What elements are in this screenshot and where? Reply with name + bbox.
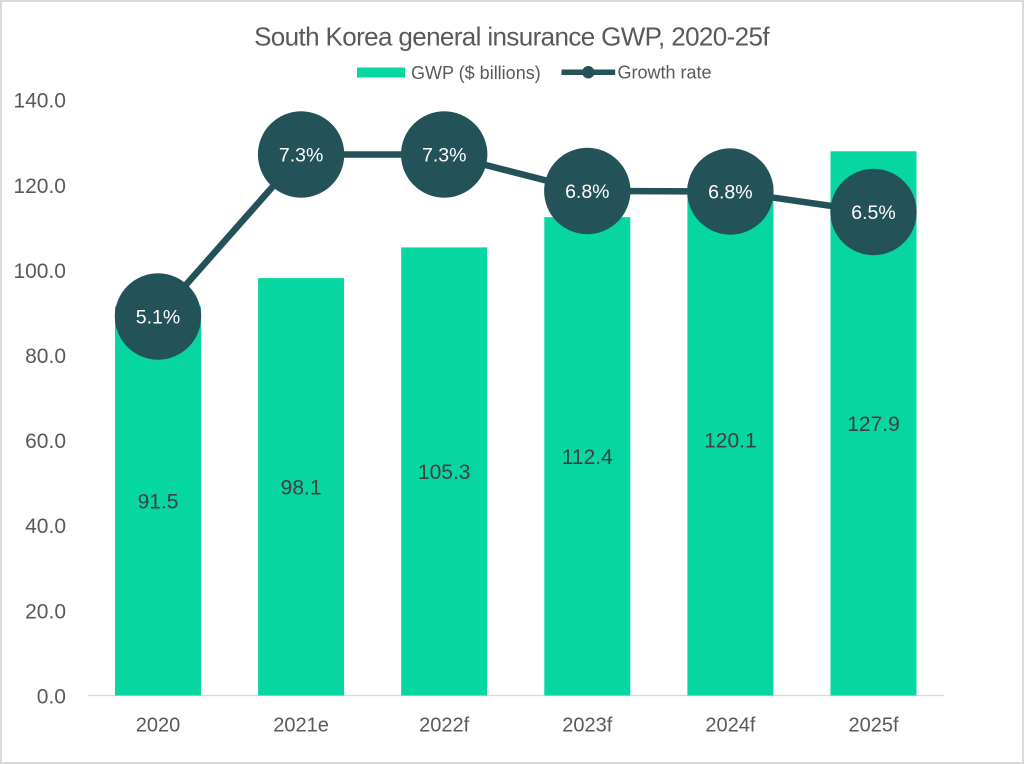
svg-text:2023f: 2023f bbox=[562, 715, 612, 737]
svg-text:80.0: 80.0 bbox=[25, 345, 66, 368]
svg-text:120.0: 120.0 bbox=[13, 175, 66, 198]
svg-text:40.0: 40.0 bbox=[25, 515, 66, 538]
svg-text:Growth rate: Growth rate bbox=[618, 62, 712, 82]
svg-text:2022f: 2022f bbox=[419, 715, 469, 737]
svg-text:6.8%: 6.8% bbox=[708, 182, 752, 204]
svg-text:6.8%: 6.8% bbox=[565, 181, 609, 203]
svg-text:5.1%: 5.1% bbox=[136, 307, 180, 329]
svg-text:South Korea general insurance: South Korea general insurance GWP, 2020-… bbox=[254, 22, 770, 52]
svg-text:2020: 2020 bbox=[136, 715, 181, 737]
svg-text:0.0: 0.0 bbox=[37, 685, 66, 708]
svg-text:120.1: 120.1 bbox=[704, 430, 757, 453]
svg-text:105.3: 105.3 bbox=[418, 461, 471, 484]
svg-text:140.0: 140.0 bbox=[13, 90, 66, 113]
svg-text:98.1: 98.1 bbox=[281, 476, 322, 499]
svg-text:127.9: 127.9 bbox=[847, 413, 900, 436]
svg-text:20.0: 20.0 bbox=[25, 600, 66, 623]
svg-text:91.5: 91.5 bbox=[138, 490, 179, 513]
svg-text:6.5%: 6.5% bbox=[851, 202, 895, 224]
svg-text:2021e: 2021e bbox=[273, 715, 329, 737]
svg-text:GWP ($ billions): GWP ($ billions) bbox=[411, 63, 541, 83]
svg-text:100.0: 100.0 bbox=[13, 260, 66, 283]
svg-text:2024f: 2024f bbox=[705, 715, 755, 737]
svg-text:112.4: 112.4 bbox=[562, 446, 613, 469]
svg-text:2025f: 2025f bbox=[848, 715, 898, 737]
svg-text:60.0: 60.0 bbox=[25, 430, 66, 453]
svg-text:7.3%: 7.3% bbox=[422, 145, 466, 167]
svg-text:7.3%: 7.3% bbox=[279, 145, 323, 167]
